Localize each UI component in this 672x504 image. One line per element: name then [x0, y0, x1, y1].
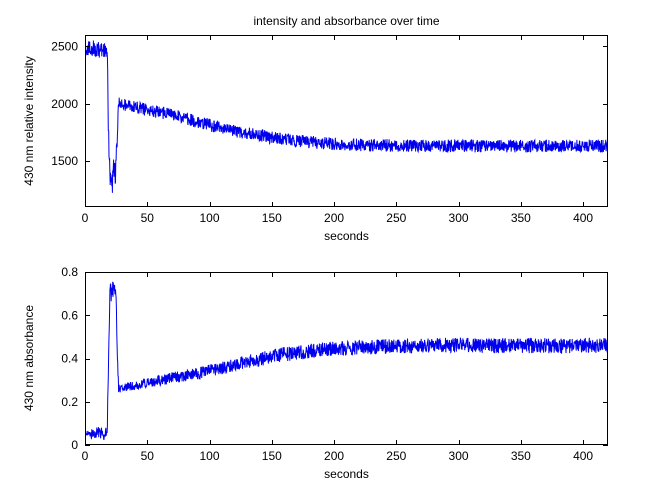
plot-background	[85, 272, 608, 445]
x-tick-label: 250	[386, 449, 406, 463]
x-tick-label: 100	[200, 211, 220, 225]
x-tick-label: 400	[573, 449, 593, 463]
x-tick-label: 200	[324, 449, 344, 463]
x-tick-label: 350	[511, 211, 531, 225]
y-tick-label: 2500	[51, 39, 78, 53]
x-tick-label: 50	[141, 211, 155, 225]
bottom-y-axis-label: 430 nm absorbance	[22, 304, 36, 412]
x-tick-label: 250	[386, 211, 406, 225]
plot-background	[85, 35, 608, 207]
y-tick-label: 0.8	[61, 265, 78, 279]
y-tick-label: 0.2	[61, 395, 78, 409]
axes-box	[85, 35, 608, 207]
y-tick-label: 0.4	[61, 352, 78, 366]
data-line	[85, 40, 608, 193]
x-tick-label: 350	[511, 449, 531, 463]
x-tick-label: 0	[82, 449, 89, 463]
axes-box	[85, 272, 608, 445]
y-tick-label: 0	[71, 438, 78, 452]
x-tick-label: 50	[141, 449, 155, 463]
x-tick-label: 300	[449, 449, 469, 463]
top-x-axis-label: seconds	[324, 229, 369, 243]
y-tick-label: 2000	[51, 97, 78, 111]
plot-title: intensity and absorbance over time	[253, 14, 440, 28]
x-tick-label: 100	[200, 449, 220, 463]
x-tick-label: 300	[449, 211, 469, 225]
x-tick-label: 0	[82, 211, 89, 225]
x-tick-label: 150	[262, 449, 282, 463]
bottom-x-axis-label: seconds	[324, 467, 369, 481]
x-tick-label: 400	[573, 211, 593, 225]
x-tick-label: 150	[262, 211, 282, 225]
y-tick-label: 0.6	[61, 308, 78, 322]
y-tick-label: 1500	[51, 154, 78, 168]
top-y-axis-label: 430 nm relative intensity	[22, 56, 36, 186]
x-tick-label: 200	[324, 211, 344, 225]
data-line	[85, 281, 608, 440]
